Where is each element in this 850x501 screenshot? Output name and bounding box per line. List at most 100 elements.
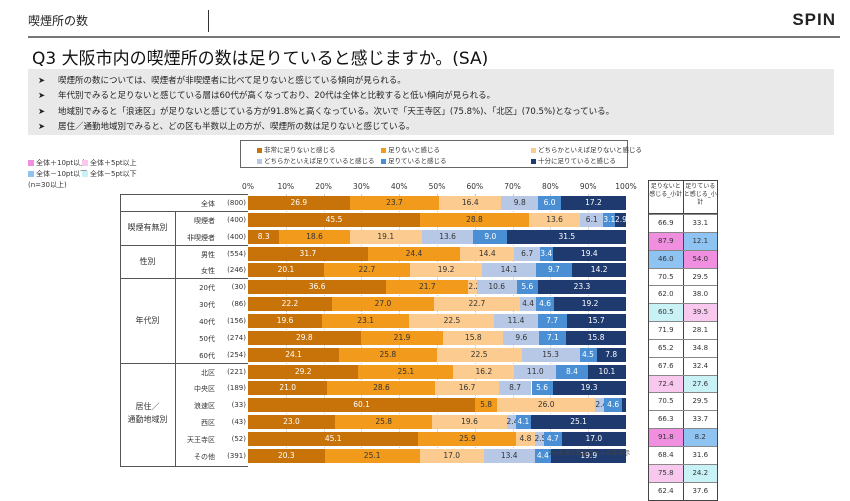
highlight-swatch <box>82 171 88 177</box>
bar-segment: 5.8 <box>475 398 498 413</box>
legend-item: どちらかといえば足りないと感じる <box>531 144 642 154</box>
bar-segment: 4.4 <box>519 297 537 312</box>
sample-size-note: (n=30以上) <box>28 181 67 189</box>
highlight-swatch <box>28 171 34 177</box>
subtotal-row: 67.6 32.4 <box>649 356 717 375</box>
subtotal-cell: 70.5 <box>649 268 684 286</box>
bar-segment: 13.6 <box>528 212 581 227</box>
summary-box: ➤ 喫煙所の数については、喫煙者が非喫煙者に比べて足りないと感じている傾向が見られ… <box>28 69 834 135</box>
bar-segment: 4.8 <box>516 431 535 446</box>
legend-item: 十分に足りていると感じる <box>531 155 616 165</box>
row-n: (400) <box>227 215 246 224</box>
legend-item: 足りていると感じる <box>381 155 447 165</box>
bar-segment: 15.3 <box>521 347 580 362</box>
bar-segment: 18.6 <box>279 229 350 244</box>
legend-swatch <box>531 147 536 153</box>
bar-segment: 25.1 <box>358 364 454 379</box>
subtotal-row: 66.9 33.1 <box>649 214 717 232</box>
group-divider <box>120 244 248 246</box>
bar-segment: 19.3 <box>552 381 626 396</box>
subtotal-cell: 29.5 <box>683 393 717 411</box>
summary-line: ➤ 地域別でみると「浪速区」が足りないと感じている方が91.8%と高くなっている。… <box>38 105 614 117</box>
row-n: (33) <box>231 401 246 410</box>
legend-label: 非常に足りないと感じる <box>264 146 336 154</box>
highlight-key-item: 全体＋10pt以上 <box>28 158 87 168</box>
bar-segment: 3.4 <box>539 246 553 261</box>
row-n: (30) <box>231 283 246 292</box>
bar-segment: 17.2 <box>560 196 626 210</box>
bar-segment: 4.6 <box>536 297 554 312</box>
subtotal-cell: 66.9 <box>649 215 684 232</box>
bar-segment: 28.8 <box>419 212 529 227</box>
bar-segment: 9.0 <box>473 229 508 244</box>
bar-segment: 16.4 <box>439 196 502 210</box>
row-n: (156) <box>227 316 246 325</box>
row-label: 全体 <box>201 200 215 208</box>
legend-label: 十分に足りていると感じる <box>538 157 616 165</box>
subtotal-cell: 24.2 <box>683 464 717 482</box>
summary-line: ➤ 居住／通勤地域別でみると、どの区も半数以上の方が、喫煙所の数は足りないと感じて… <box>38 120 415 132</box>
bar-segment: 4.7 <box>543 431 562 446</box>
subtotal-row: 65.2 34.8 <box>649 338 717 357</box>
table-border <box>120 194 248 195</box>
legend-swatch <box>381 147 386 153</box>
subtotal-row: 68.4 31.6 <box>649 445 717 464</box>
legend-swatch <box>257 147 262 153</box>
subtotal-row: 91.8 8.2 <box>649 428 717 446</box>
axis-tick-label: 10% <box>277 182 295 191</box>
section-title: 喫煙所の数 <box>28 14 89 28</box>
bar-segment: 9.6 <box>503 330 540 345</box>
highlight-key-label: 全体＋10pt以上 <box>36 159 88 167</box>
subtotal-header-insufficient: 足りないと感じる_小計 <box>649 181 684 213</box>
row-n: (274) <box>227 333 246 342</box>
subtotal-row: 71.9 28.1 <box>649 321 717 339</box>
row-label: 女性 <box>201 267 215 276</box>
subtotal-cell: 68.4 <box>649 446 684 464</box>
row-n: (43) <box>231 418 246 427</box>
subtotal-row: 70.5 29.5 <box>649 267 717 286</box>
group-label: 居住／ 通勤地域別 <box>127 402 168 425</box>
row-n: (391) <box>227 451 246 460</box>
bar-segment: 15.8 <box>566 330 626 345</box>
subtotal-row: 46.0 54.0 <box>649 249 717 268</box>
bar-segment: 31.7 <box>248 246 368 261</box>
bar-segment: 21.9 <box>360 330 444 345</box>
arrow-icon: ➤ <box>38 91 46 101</box>
bar-segment: 6.7 <box>514 246 540 261</box>
legend-label: どちらかといえば足りないと感じる <box>538 146 642 154</box>
row-label: 浪速区 <box>194 402 215 411</box>
legend-swatch <box>531 158 536 164</box>
bar-segment: 16.2 <box>453 364 515 379</box>
subtotal-cell: 46.0 <box>649 250 684 268</box>
bar-segment: 28.6 <box>327 381 436 396</box>
row-label: 北区 <box>201 368 215 377</box>
row-label: 天王寺区 <box>187 435 215 444</box>
subtotal-cell: 62.0 <box>649 286 684 304</box>
bar-segment: 29.2 <box>248 364 359 379</box>
bar-segment: 31.5 <box>507 229 627 244</box>
bar-segment: 11.0 <box>514 364 557 379</box>
subtotal-cell: 62.4 <box>649 482 684 500</box>
legend-item: 非常に足りないと感じる <box>257 144 336 154</box>
subtotal-cell: 32.4 <box>683 357 717 375</box>
row-label: その他 <box>194 452 215 461</box>
bar-segment: 7.1 <box>539 330 567 345</box>
subtotal-cell: 8.2 <box>683 429 717 446</box>
bar-segment: 15.7 <box>566 313 626 328</box>
bar-segment: 8.7 <box>498 381 532 396</box>
bar-segment: 13.6 <box>421 229 474 244</box>
footnote: 2%未満の数値ラベルは非表示 <box>548 450 630 457</box>
subtotal-row: 66.3 33.7 <box>649 410 717 429</box>
summary-text: 年代別でみると足りないと感じている層は60代が高くなっており、20代は全体と比較… <box>58 91 496 101</box>
row-n: (86) <box>231 300 246 309</box>
bar-segment: 5.6 <box>516 280 538 295</box>
legend-swatch <box>381 158 386 164</box>
subtotal-cell: 87.9 <box>649 232 684 250</box>
bar-segment: 22.7 <box>433 297 520 312</box>
question-title: Q3 大阪市内の喫煙所の数は足りていると感じますか。(SA) <box>32 49 489 69</box>
arrow-icon: ➤ <box>38 76 46 86</box>
group-divider <box>120 210 248 212</box>
bar-segment: 26.9 <box>248 196 350 210</box>
axis-tick-label: 60% <box>466 182 484 191</box>
bar-segment: 22.5 <box>409 313 495 328</box>
